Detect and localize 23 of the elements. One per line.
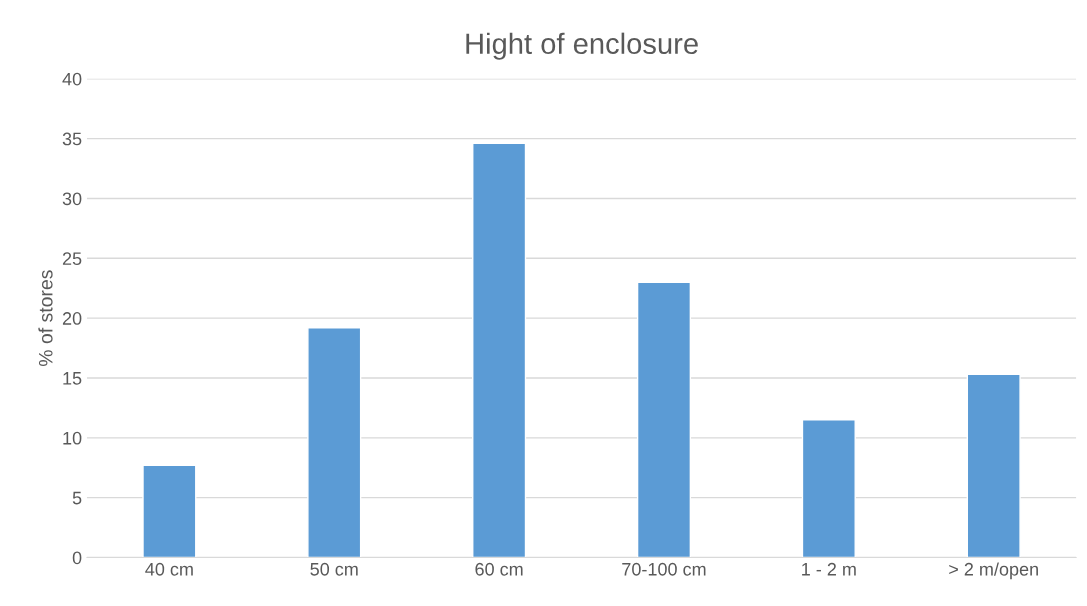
y-tick-label: 20 xyxy=(62,312,82,325)
bar xyxy=(966,373,1021,558)
x-tick-label: 50 cm xyxy=(310,562,358,576)
bar xyxy=(801,419,856,558)
bar xyxy=(142,464,197,558)
bar xyxy=(636,281,692,558)
y-tick-label: 30 xyxy=(62,192,82,206)
y-tick-label: 0 xyxy=(72,551,82,565)
y-tick-label: 40 xyxy=(62,72,82,86)
y-tick-label: 5 xyxy=(72,491,82,505)
x-tick-label: 40 cm xyxy=(145,562,193,576)
y-tick-label: 15 xyxy=(63,372,82,385)
y-axis-title: % of stores xyxy=(38,270,53,367)
chart-title: Hight of enclosure xyxy=(466,32,698,60)
x-tick-label: 70-100 cm xyxy=(622,562,706,576)
y-tick-label: 35 xyxy=(62,132,82,146)
x-tick-label: 60 cm xyxy=(475,562,523,576)
x-tick-label: 1 - 2 m xyxy=(802,562,856,576)
bar xyxy=(307,327,362,558)
y-tick-label: 10 xyxy=(63,431,82,445)
y-tick-label: 25 xyxy=(62,252,82,266)
x-tick-label: > 2 m/open xyxy=(949,562,1038,580)
bar xyxy=(472,142,527,558)
